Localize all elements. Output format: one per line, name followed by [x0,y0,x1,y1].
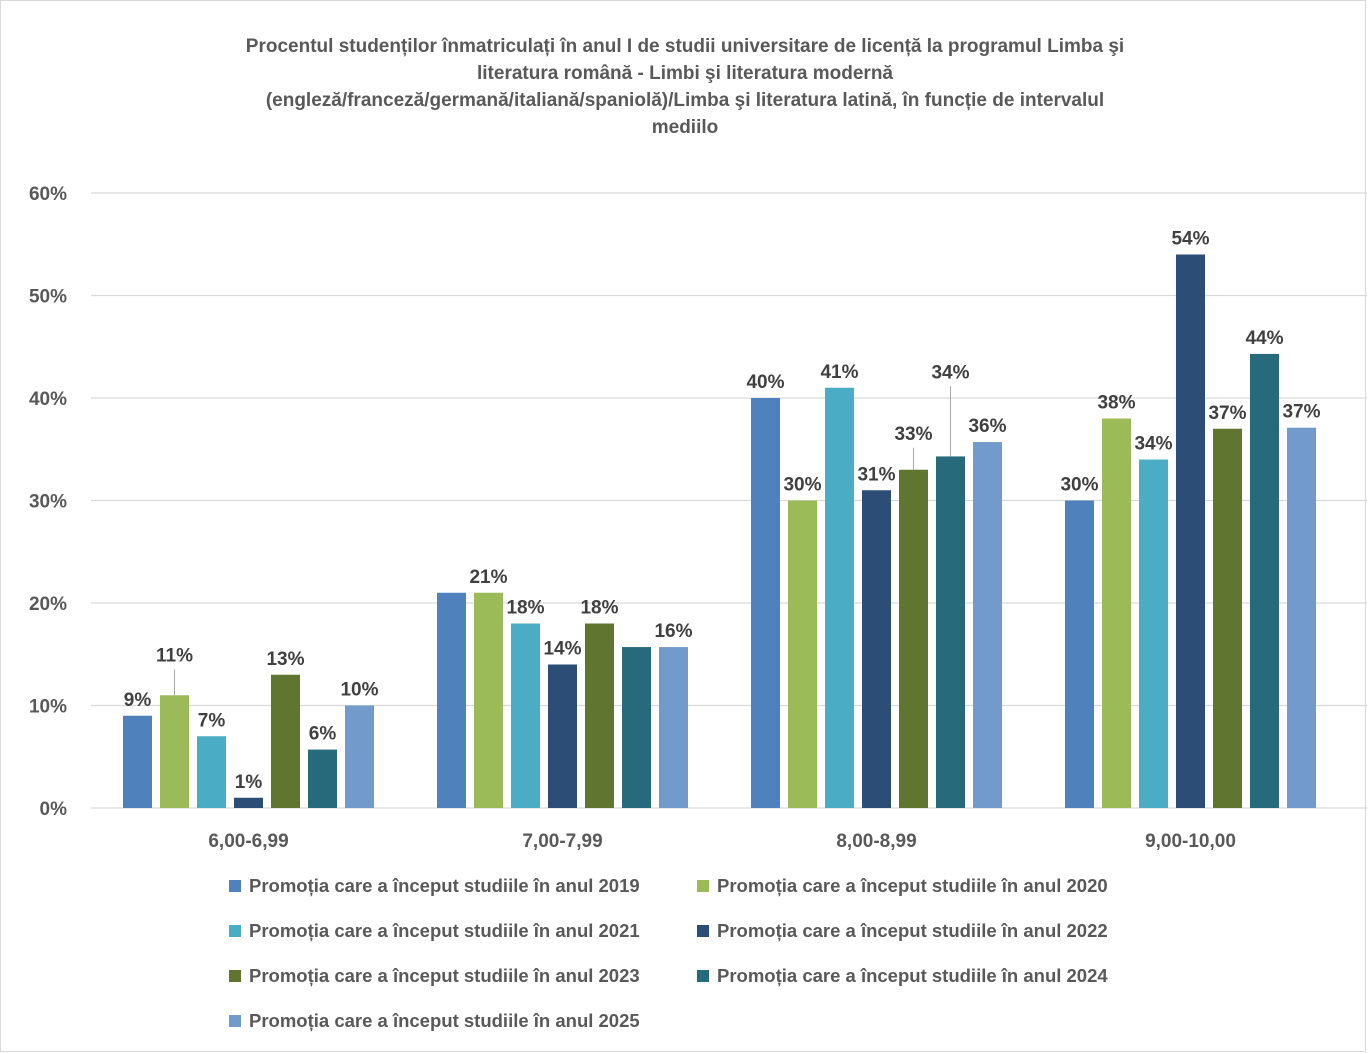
legend-label: Promoția care a început studiile în anul… [717,875,1108,896]
data-label: 41% [820,362,858,383]
bar [585,623,614,808]
bar [160,695,189,808]
bar [862,490,891,808]
legend-label: Promoția care a început studiile în anul… [249,875,640,896]
bar [308,749,337,808]
y-tick-label: 40% [29,389,67,410]
data-label: 54% [1171,229,1209,250]
data-label: 34% [1134,434,1172,455]
data-label: 16% [654,621,692,642]
chart-title-line: mediilo [651,117,719,138]
bar [197,736,226,808]
data-label: 38% [1097,393,1135,414]
y-tick-label: 10% [29,697,67,718]
chart-title: Procentul studenților înmatriculați în a… [121,33,1249,141]
data-label: 36% [968,416,1006,437]
data-label: 6% [309,724,337,745]
legend-label: Promoția care a început studiile în anul… [717,965,1108,986]
data-label: 31% [857,464,895,485]
y-tick-label: 60% [29,184,67,205]
data-label: 14% [543,639,581,660]
bar [751,398,780,808]
bar [788,500,817,808]
data-label: 40% [746,372,784,393]
bar [437,592,466,808]
bar [936,456,965,808]
bar [659,647,688,808]
y-tick-label: 50% [29,287,67,308]
bar [234,797,263,808]
bar [1176,254,1205,808]
data-label: 37% [1208,403,1246,424]
bar [1102,418,1131,808]
bar [271,674,300,808]
data-label: 37% [1282,402,1320,423]
legend-item: Promoția care a început studiile în anul… [229,875,697,897]
bar [1139,459,1168,808]
chart-title-line: (engleză/franceză/germană/italiană/spani… [265,90,1105,111]
x-tick-label: 7,00-7,99 [522,831,602,852]
y-tick-label: 30% [29,492,67,513]
data-label: 44% [1245,328,1283,349]
chart-title-line: Procentul studenților înmatriculați în a… [245,36,1125,57]
legend-label: Promoția care a început studiile în anul… [249,920,640,941]
legend-swatch [697,970,709,982]
legend-swatch [229,1015,241,1027]
legend-item: Promoția care a început studiile în anul… [697,965,1167,987]
data-label: 30% [1060,475,1098,496]
data-label: 30% [783,475,821,496]
data-label: 13% [266,649,304,670]
bar [973,442,1002,808]
data-label: 21% [469,567,507,588]
data-label: 34% [931,362,969,383]
y-tick-label: 20% [29,594,67,615]
legend-item: Promoția care a început studiile în anul… [229,1010,697,1032]
chart-legend: Promoția care a început studiile în anul… [229,875,1189,1032]
data-label: 7% [198,710,226,731]
legend-swatch [697,880,709,892]
legend-swatch [697,925,709,937]
legend-item: Promoția care a început studiile în anul… [697,920,1167,942]
bar [511,623,540,808]
bar [1250,353,1279,808]
bar [548,664,577,808]
x-tick-label: 9,00-10,00 [1145,831,1236,852]
data-label: 33% [894,424,932,445]
data-label: 18% [580,598,618,619]
legend-item: Promoția care a început studiile în anul… [229,965,697,987]
y-tick-label: 0% [40,799,68,820]
chart-title-line: literatura română - Limbi şi literatura … [477,63,893,84]
data-label: 1% [235,772,263,793]
bar [899,469,928,808]
legend-item: Promoția care a început studiile în anul… [229,920,697,942]
legend-swatch [229,925,241,937]
x-tick-label: 6,00-6,99 [208,831,288,852]
data-label: 18% [506,598,544,619]
legend-swatch [229,880,241,892]
bar [825,387,854,808]
bar [123,715,152,808]
legend-label: Promoția care a început studiile în anul… [717,920,1108,941]
legend-item: Promoția care a început studiile în anul… [697,875,1167,897]
legend-label: Promoția care a început studiile în anul… [249,1010,640,1031]
data-label: 11% [156,645,193,666]
x-tick-label: 8,00-8,99 [836,831,916,852]
legend-swatch [229,970,241,982]
bar [1065,500,1094,808]
data-label: 10% [340,680,378,701]
bar [474,592,503,808]
bar [345,705,374,808]
bar [622,647,651,808]
data-label: 9% [124,690,152,711]
legend-label: Promoția care a început studiile în anul… [249,965,640,986]
bar [1213,428,1242,808]
bar [1287,427,1316,808]
